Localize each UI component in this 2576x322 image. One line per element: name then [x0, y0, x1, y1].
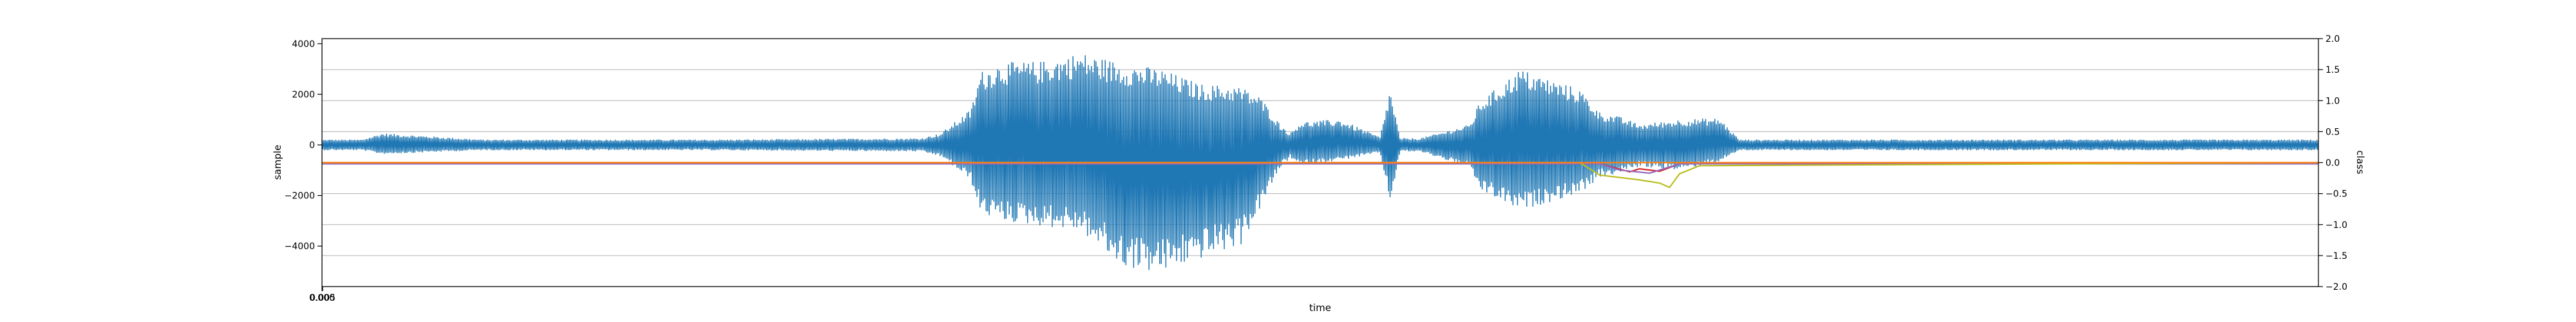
- y2-tick-label: 1.5: [2325, 65, 2340, 75]
- x-axis-label: time: [1309, 302, 1331, 314]
- series-waveform: [321, 55, 2319, 270]
- y2-axis-label: class: [2354, 150, 2366, 174]
- y2-tick-label: −1.5: [2325, 251, 2347, 261]
- y2-tick-label: 0.5: [2325, 127, 2340, 137]
- y2-tick-label: −0.5: [2325, 189, 2347, 200]
- series-layer: [321, 55, 2319, 270]
- y-axis-right: 2.0 1.5 1.0 0.5 0.0 −0.5 −1.0 −1.5 −2.0: [2318, 34, 2347, 292]
- y2-tick-label: 2.0: [2325, 34, 2340, 44]
- y2-tick-label: 0.0: [2325, 158, 2340, 169]
- x-tick-label: 0.005: [310, 293, 336, 303]
- y2-tick-label: −2.0: [2325, 282, 2347, 292]
- y2-tick-label: 1.0: [2325, 96, 2340, 106]
- y2-tick-label: −1.0: [2325, 220, 2347, 231]
- series-class-line-2: [322, 163, 2318, 175]
- series-class-line-1: [322, 163, 2318, 173]
- series-class-line-3: [322, 162, 2319, 189]
- y-tick-label: 0: [309, 140, 315, 151]
- y-tick-label: −4000: [285, 242, 315, 252]
- y-axis-left: −4000 −2000 0 2000 4000: [285, 39, 322, 252]
- y-tick-label: 2000: [292, 90, 315, 100]
- x-tick-label: 0.000: [309, 293, 335, 303]
- y-axis-label: sample: [272, 145, 283, 180]
- y-tick-label: −2000: [285, 191, 315, 202]
- y-tick-label: 4000: [292, 39, 315, 50]
